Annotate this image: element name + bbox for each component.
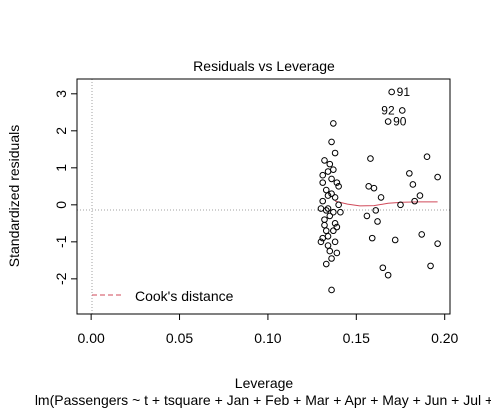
data-point bbox=[326, 247, 334, 255]
legend-cooks-distance-label: Cook's distance bbox=[135, 288, 234, 304]
model-formula-caption: lm(Passengers ~ t + tsquare + Jan + Feb … bbox=[35, 392, 491, 408]
data-point bbox=[326, 160, 334, 168]
data-point bbox=[319, 197, 327, 205]
data-point bbox=[384, 118, 392, 125]
data-point bbox=[333, 179, 341, 186]
data-point bbox=[324, 242, 332, 249]
x-tick-label: 0.20 bbox=[431, 330, 458, 346]
data-point bbox=[331, 149, 339, 157]
y-tick-label: 0 bbox=[53, 201, 69, 209]
x-tick-label: 0.10 bbox=[254, 330, 281, 346]
y-tick-label: 2 bbox=[53, 127, 69, 135]
data-point bbox=[406, 170, 413, 177]
data-point bbox=[321, 157, 328, 164]
data-point bbox=[328, 190, 335, 198]
data-point bbox=[326, 212, 334, 220]
x-tick-label: 0.15 bbox=[343, 330, 370, 346]
data-point bbox=[335, 201, 342, 209]
x-axis-label: Leverage bbox=[235, 375, 294, 391]
data-point bbox=[321, 221, 328, 229]
data-point bbox=[398, 107, 406, 114]
data-point bbox=[370, 184, 378, 192]
data-point bbox=[333, 249, 341, 257]
data-point bbox=[328, 255, 335, 262]
point-label: 92 bbox=[381, 103, 395, 117]
data-point bbox=[322, 207, 330, 214]
data-point bbox=[388, 88, 395, 96]
data-point bbox=[416, 192, 424, 199]
point-label: 90 bbox=[393, 115, 407, 129]
y-tick-label: -2 bbox=[53, 272, 69, 285]
data-point bbox=[324, 192, 332, 199]
data-point bbox=[411, 197, 418, 205]
cooks-distance-smoother-line bbox=[334, 200, 438, 207]
data-point bbox=[330, 208, 337, 216]
data-point bbox=[319, 179, 327, 186]
data-point bbox=[372, 207, 380, 214]
data-point bbox=[328, 175, 335, 183]
x-tick-label: 0.00 bbox=[78, 330, 105, 346]
data-point bbox=[337, 208, 344, 216]
data-point bbox=[367, 155, 374, 162]
data-point bbox=[330, 227, 337, 235]
y-tick-label: 3 bbox=[53, 90, 69, 98]
data-point bbox=[321, 216, 328, 223]
data-point bbox=[330, 166, 337, 173]
y-axis-label: Standardized residuals bbox=[6, 125, 22, 267]
data-point bbox=[434, 240, 441, 247]
data-point bbox=[324, 232, 332, 240]
data-point bbox=[328, 138, 335, 146]
data-point bbox=[331, 220, 339, 227]
data-point bbox=[379, 264, 387, 272]
data-point bbox=[365, 183, 372, 190]
x-tick-label: 0.05 bbox=[166, 330, 193, 346]
data-point bbox=[330, 120, 337, 127]
y-tick-label: 1 bbox=[53, 164, 69, 172]
data-point bbox=[317, 238, 325, 246]
x-axis: 0.00 0.05 0.10 0.15 0.20 bbox=[78, 313, 459, 346]
data-point bbox=[368, 234, 376, 242]
data-point bbox=[322, 186, 330, 194]
data-point bbox=[324, 205, 332, 212]
data-point bbox=[384, 271, 392, 279]
data-point bbox=[409, 181, 417, 188]
data-point bbox=[324, 168, 332, 175]
legend: Cook's distance bbox=[92, 288, 234, 304]
data-point bbox=[331, 238, 339, 246]
data-points bbox=[317, 88, 441, 294]
data-point bbox=[434, 173, 441, 181]
data-point bbox=[397, 201, 404, 209]
data-point bbox=[374, 218, 381, 225]
data-point bbox=[377, 194, 385, 201]
data-point bbox=[335, 183, 342, 190]
point-label: 91 bbox=[397, 85, 411, 99]
data-point bbox=[322, 227, 330, 235]
data-point bbox=[418, 231, 426, 238]
data-point bbox=[427, 262, 434, 270]
data-point bbox=[331, 194, 339, 201]
data-point bbox=[319, 171, 327, 179]
data-point bbox=[363, 212, 371, 220]
data-point bbox=[328, 286, 335, 294]
chart-title: Residuals vs Leverage bbox=[193, 58, 335, 74]
data-point bbox=[322, 260, 330, 268]
data-point bbox=[391, 236, 399, 244]
data-point bbox=[423, 153, 431, 161]
y-axis: -2 -1 0 1 2 3 bbox=[53, 90, 78, 285]
data-point bbox=[333, 223, 341, 231]
y-tick-label: -1 bbox=[53, 235, 69, 248]
